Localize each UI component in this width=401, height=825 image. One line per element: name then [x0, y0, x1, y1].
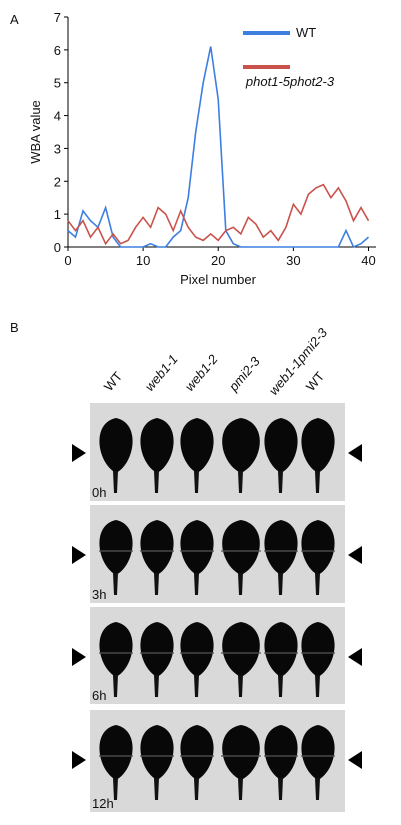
- petiole: [194, 573, 199, 595]
- column-label: WT: [303, 369, 328, 394]
- petiole: [278, 778, 283, 800]
- leaf: [222, 622, 260, 677]
- leaf: [180, 520, 214, 575]
- leaf: [140, 622, 174, 677]
- petiole: [194, 778, 199, 800]
- y-tick-label: 4: [54, 109, 61, 124]
- column-label: pmi2-3: [225, 353, 263, 394]
- petiole: [238, 471, 243, 493]
- y-tick-label: 1: [54, 207, 61, 222]
- leaf-image: [90, 607, 345, 704]
- petiole: [194, 675, 199, 697]
- leaf: [99, 725, 133, 780]
- petiole: [154, 675, 159, 697]
- petiole: [315, 573, 320, 595]
- leaf: [222, 725, 260, 780]
- data-line: [67, 183, 370, 246]
- leaf: [301, 725, 335, 780]
- legend-label: phot1-5phot2-3: [245, 74, 335, 89]
- leaf: [99, 520, 133, 575]
- x-tick-label: 0: [64, 253, 71, 268]
- leaf: [264, 725, 298, 780]
- leaf: [140, 725, 174, 780]
- leaf-image: [90, 403, 345, 501]
- arrowhead: [348, 648, 362, 666]
- petiole: [315, 471, 320, 493]
- petiole: [278, 573, 283, 595]
- leaf: [301, 418, 335, 473]
- data-line: [67, 46, 370, 249]
- leaf: [180, 622, 214, 677]
- petiole: [113, 675, 118, 697]
- leaf: [222, 418, 260, 473]
- leaf: [301, 622, 335, 677]
- petiole: [113, 471, 118, 493]
- legend-label: WT: [296, 25, 316, 40]
- x-axis-label: Pixel number: [180, 272, 257, 287]
- petiole: [315, 675, 320, 697]
- arrowhead: [348, 546, 362, 564]
- leaf: [264, 622, 298, 677]
- petiole: [194, 471, 199, 493]
- y-tick-label: 0: [54, 240, 61, 255]
- panel-label: B: [10, 320, 19, 335]
- leaf: [140, 418, 174, 473]
- x-tick-label: 10: [136, 253, 150, 268]
- leaf: [301, 520, 335, 575]
- petiole: [154, 471, 159, 493]
- leaf-image: [90, 505, 345, 603]
- leaf: [180, 725, 214, 780]
- x-tick-label: 20: [211, 253, 225, 268]
- y-tick-label: 6: [54, 43, 61, 58]
- y-tick-label: 2: [54, 174, 61, 189]
- leaf: [140, 520, 174, 575]
- leaf: [264, 520, 298, 575]
- column-label: web1-2: [182, 351, 221, 394]
- column-label: web1-1pmi2-3: [266, 325, 331, 398]
- time-label: 3h: [92, 587, 106, 602]
- y-axis-label: WBA value: [28, 100, 43, 164]
- arrowhead: [348, 751, 362, 769]
- leaf: [180, 418, 214, 473]
- petiole: [278, 675, 283, 697]
- column-label: WT: [101, 369, 126, 394]
- petiole: [238, 675, 243, 697]
- y-tick-label: 5: [54, 76, 61, 91]
- petiole: [113, 778, 118, 800]
- petiole: [154, 778, 159, 800]
- panel-label: A: [10, 12, 19, 27]
- leaf: [99, 418, 133, 473]
- leaf: [222, 520, 260, 575]
- petiole: [238, 778, 243, 800]
- arrowhead: [72, 648, 86, 666]
- arrowhead: [348, 444, 362, 462]
- leaf-image: [90, 710, 345, 812]
- petiole: [315, 778, 320, 800]
- leaf: [264, 418, 298, 473]
- petiole: [154, 573, 159, 595]
- y-tick-label: 3: [54, 141, 61, 156]
- column-label: web1-1: [142, 352, 181, 394]
- petiole: [113, 573, 118, 595]
- arrowhead: [72, 546, 86, 564]
- arrowhead: [72, 444, 86, 462]
- leaf: [99, 622, 133, 677]
- x-tick-label: 40: [361, 253, 375, 268]
- y-tick-label: 7: [54, 10, 61, 25]
- petiole: [238, 573, 243, 595]
- time-label: 0h: [92, 485, 106, 500]
- arrowhead: [72, 751, 86, 769]
- time-label: 6h: [92, 688, 106, 703]
- time-label: 12h: [92, 796, 114, 811]
- x-tick-label: 30: [286, 253, 300, 268]
- petiole: [278, 471, 283, 493]
